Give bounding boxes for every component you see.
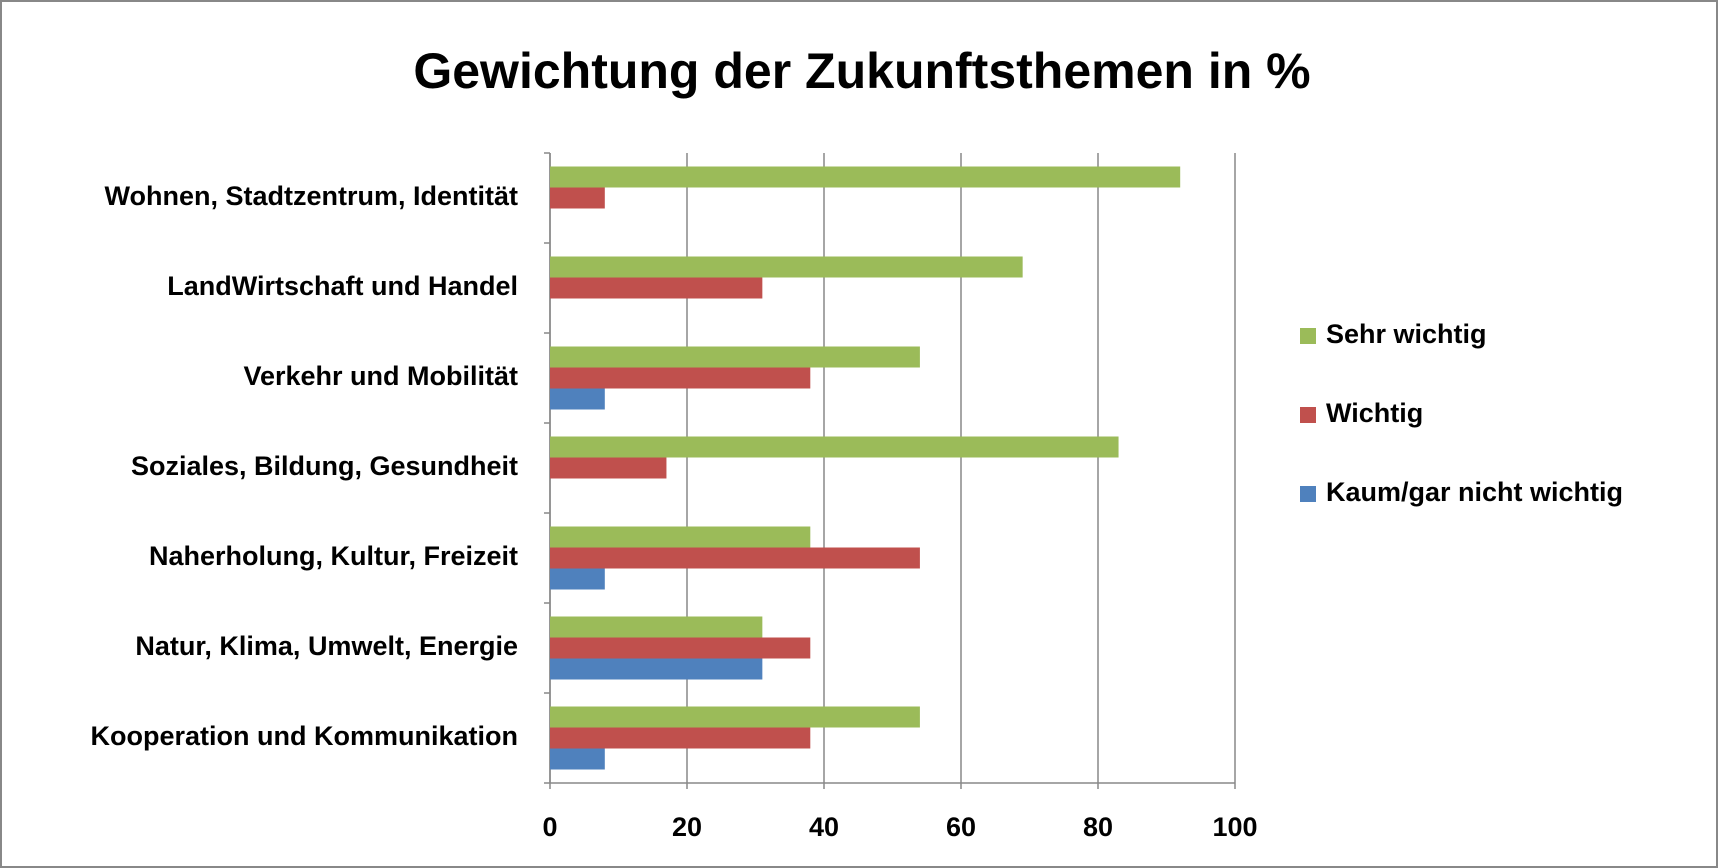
x-tick-label: 40 [809, 812, 839, 842]
x-tick-label: 100 [1212, 812, 1257, 842]
bar [550, 187, 605, 209]
bar [550, 568, 605, 590]
y-tick-label: LandWirtschaft und Handel [167, 271, 518, 301]
y-tick-label: Natur, Klima, Umwelt, Energie [135, 631, 518, 661]
legend-swatch [1300, 407, 1316, 423]
x-tick-label: 0 [542, 812, 557, 842]
legend-swatch [1300, 328, 1316, 344]
chart-title: Gewichtung der Zukunftsthemen in % [413, 43, 1310, 99]
x-tick-label: 20 [672, 812, 702, 842]
legend-label: Wichtig [1326, 398, 1423, 428]
bar [550, 658, 763, 680]
bar [550, 727, 811, 749]
bar [550, 748, 605, 770]
x-tick-label: 80 [1083, 812, 1113, 842]
y-tick-label: Kooperation und Kommunikation [91, 721, 518, 751]
bar [550, 388, 605, 410]
bar [550, 637, 811, 659]
bar [550, 706, 920, 728]
bar [550, 367, 811, 389]
bar [550, 547, 920, 569]
bar [550, 616, 763, 638]
bar [550, 346, 920, 368]
bar [550, 526, 811, 548]
y-tick-label: Naherholung, Kultur, Freizeit [149, 541, 518, 571]
legend-label: Sehr wichtig [1326, 319, 1487, 349]
bar [550, 457, 667, 479]
legend-swatch [1300, 486, 1316, 502]
y-tick-label: Verkehr und Mobilität [243, 361, 518, 391]
legend-label: Kaum/gar nicht wichtig [1326, 477, 1623, 507]
y-tick-label: Soziales, Bildung, Gesundheit [131, 451, 518, 481]
bar [550, 436, 1119, 458]
x-tick-label: 60 [946, 812, 976, 842]
bar [550, 166, 1181, 188]
bar [550, 256, 1023, 278]
bar [550, 277, 763, 299]
y-tick-label: Wohnen, Stadtzentrum, Identität [105, 181, 519, 211]
